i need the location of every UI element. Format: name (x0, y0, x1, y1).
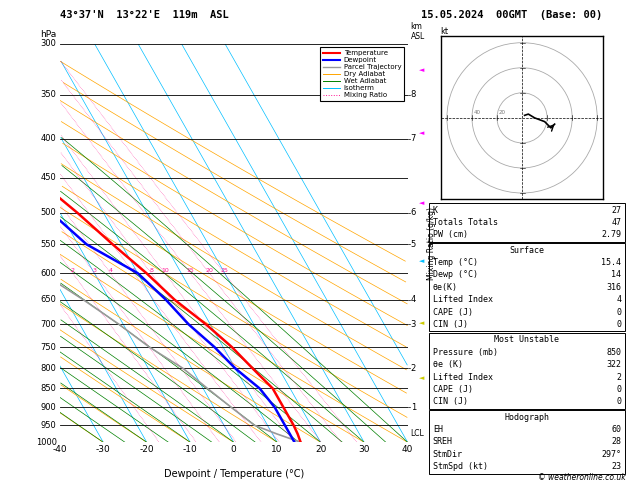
Text: 40: 40 (402, 445, 413, 454)
Text: 10: 10 (161, 268, 169, 273)
Text: 1000: 1000 (36, 438, 57, 447)
Text: 3: 3 (411, 320, 416, 329)
Text: -20: -20 (140, 445, 154, 454)
Text: 5: 5 (411, 240, 416, 249)
Text: 322: 322 (606, 360, 621, 369)
Text: 350: 350 (41, 90, 57, 99)
Text: ◄: ◄ (419, 376, 424, 382)
Text: 15: 15 (187, 268, 194, 273)
Text: Lifted Index: Lifted Index (433, 372, 493, 382)
Text: 300: 300 (41, 39, 57, 48)
Text: 40: 40 (473, 110, 480, 115)
Text: Lifted Index: Lifted Index (433, 295, 493, 304)
Text: 20: 20 (205, 268, 213, 273)
Text: 400: 400 (41, 135, 57, 143)
Text: 0: 0 (616, 320, 621, 329)
Text: kt: kt (441, 27, 448, 35)
Text: 700: 700 (41, 320, 57, 329)
Text: 43°37'N  13°22'E  119m  ASL: 43°37'N 13°22'E 119m ASL (60, 10, 228, 19)
Text: 2: 2 (411, 364, 416, 373)
Text: km
ASL: km ASL (411, 22, 425, 41)
Text: 600: 600 (41, 269, 57, 278)
Text: ◄: ◄ (419, 200, 424, 206)
Legend: Temperature, Dewpoint, Parcel Trajectory, Dry Adiabat, Wet Adiabat, Isotherm, Mi: Temperature, Dewpoint, Parcel Trajectory… (320, 47, 404, 101)
Text: 15.4: 15.4 (601, 258, 621, 267)
Text: 0: 0 (231, 445, 237, 454)
Text: 900: 900 (41, 403, 57, 412)
Text: θe(K): θe(K) (433, 283, 458, 292)
Text: 2.79: 2.79 (601, 230, 621, 240)
Text: 0: 0 (616, 397, 621, 406)
Text: Pressure (mb): Pressure (mb) (433, 347, 498, 357)
Text: CAPE (J): CAPE (J) (433, 308, 473, 317)
Text: SREH: SREH (433, 437, 453, 447)
Text: -10: -10 (183, 445, 198, 454)
Text: 750: 750 (41, 343, 57, 351)
Text: CIN (J): CIN (J) (433, 397, 468, 406)
Text: PW (cm): PW (cm) (433, 230, 468, 240)
Text: Dewp (°C): Dewp (°C) (433, 270, 478, 279)
Text: 3: 3 (92, 268, 96, 273)
Text: Mixing Ratio (g/kg): Mixing Ratio (g/kg) (427, 207, 436, 279)
Text: 20: 20 (315, 445, 326, 454)
Text: ◄: ◄ (419, 258, 424, 264)
Text: ◄: ◄ (419, 320, 424, 326)
Text: 950: 950 (41, 421, 57, 430)
Text: 0: 0 (616, 308, 621, 317)
Text: 650: 650 (41, 295, 57, 304)
Text: 450: 450 (41, 174, 57, 182)
Text: StmSpd (kt): StmSpd (kt) (433, 462, 487, 471)
Text: 28: 28 (611, 437, 621, 447)
Text: 23: 23 (611, 462, 621, 471)
Text: 6: 6 (411, 208, 416, 217)
Text: Most Unstable: Most Unstable (494, 335, 559, 345)
Text: 10: 10 (271, 445, 283, 454)
Text: -30: -30 (96, 445, 111, 454)
Text: 15.05.2024  00GMT  (Base: 00): 15.05.2024 00GMT (Base: 00) (421, 10, 603, 19)
Text: 4: 4 (411, 295, 416, 304)
Text: ◄: ◄ (419, 130, 424, 137)
Text: Dewpoint / Temperature (°C): Dewpoint / Temperature (°C) (164, 469, 304, 479)
Text: ◄: ◄ (419, 67, 424, 72)
Text: 25: 25 (220, 268, 228, 273)
Text: 4: 4 (109, 268, 113, 273)
Text: Temp (°C): Temp (°C) (433, 258, 478, 267)
Text: 850: 850 (606, 347, 621, 357)
Text: 27: 27 (611, 206, 621, 215)
Text: 20: 20 (498, 110, 505, 115)
Text: 14: 14 (611, 270, 621, 279)
Text: 500: 500 (41, 208, 57, 217)
Text: CAPE (J): CAPE (J) (433, 385, 473, 394)
Text: 297°: 297° (601, 450, 621, 459)
Text: 4: 4 (616, 295, 621, 304)
Text: 1: 1 (411, 403, 416, 412)
Text: Surface: Surface (509, 245, 544, 255)
Text: 7: 7 (411, 135, 416, 143)
Text: EH: EH (433, 425, 443, 434)
Text: 800: 800 (41, 364, 57, 373)
Text: 60: 60 (611, 425, 621, 434)
Text: 850: 850 (41, 384, 57, 393)
Text: 0: 0 (616, 385, 621, 394)
Text: K: K (433, 206, 438, 215)
Text: θe (K): θe (K) (433, 360, 463, 369)
Text: LCL: LCL (411, 429, 425, 438)
Text: 30: 30 (359, 445, 370, 454)
Text: Totals Totals: Totals Totals (433, 218, 498, 227)
Text: 6: 6 (132, 268, 136, 273)
Text: CIN (J): CIN (J) (433, 320, 468, 329)
Text: 550: 550 (41, 240, 57, 249)
Text: © weatheronline.co.uk: © weatheronline.co.uk (538, 473, 626, 482)
Text: hPa: hPa (40, 30, 57, 39)
Text: Hodograph: Hodograph (504, 413, 549, 422)
Text: 8: 8 (149, 268, 153, 273)
Text: StmDir: StmDir (433, 450, 463, 459)
Text: 2: 2 (616, 372, 621, 382)
Text: 316: 316 (606, 283, 621, 292)
Text: 2: 2 (70, 268, 75, 273)
Text: -40: -40 (52, 445, 67, 454)
Text: 8: 8 (411, 90, 416, 99)
Text: 47: 47 (611, 218, 621, 227)
